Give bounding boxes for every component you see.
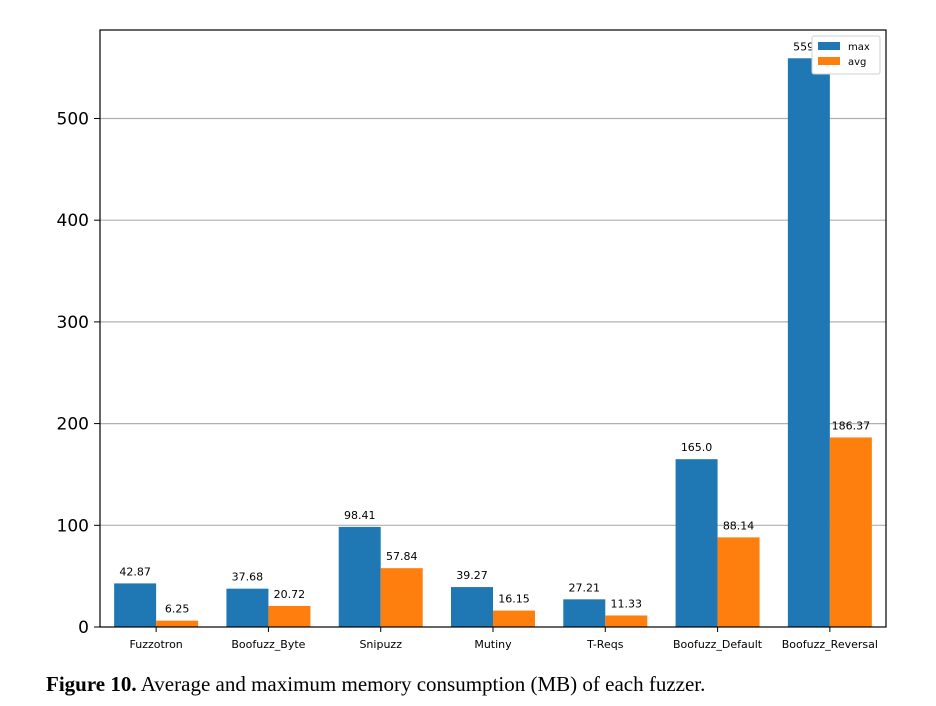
data-label-avg: 57.84 <box>386 550 418 563</box>
legend-label-avg: avg <box>848 57 866 68</box>
bar-max <box>226 588 269 627</box>
bar-max <box>675 459 718 627</box>
x-tick-label: Boofuzz_Reversal <box>782 638 878 651</box>
x-tick-label: T-Reqs <box>586 638 624 651</box>
y-tick-label: 200 <box>57 415 89 435</box>
y-tick-label: 400 <box>57 211 89 231</box>
y-tick-label: 0 <box>78 618 89 638</box>
legend-swatch-avg <box>818 57 840 65</box>
data-label-avg: 16.15 <box>498 593 530 606</box>
legend-box <box>811 35 881 75</box>
plot-frame <box>99 29 887 628</box>
x-tick-label: Boofuzz_Default <box>673 638 763 651</box>
figure-caption-text: Average and maximum memory consumption (… <box>140 672 706 696</box>
data-label-max: 39.27 <box>456 569 488 582</box>
bar-avg <box>156 620 199 627</box>
x-tick-label: Boofuzz_Byte <box>231 638 305 651</box>
figure-label: Figure 10. <box>46 672 137 696</box>
data-label-avg: 20.72 <box>274 588 306 601</box>
bar-max <box>338 526 381 627</box>
bar-avg <box>380 568 423 627</box>
figure-caption: Figure 10. Average and maximum memory co… <box>46 672 926 697</box>
data-label-max: 42.87 <box>119 565 151 578</box>
x-tick-label: Mutiny <box>474 638 512 651</box>
legend-label-max: max <box>848 42 870 53</box>
x-axis: Fuzzotron Boofuzz_Byte Snipuzz Mutiny T-Reqs… <box>130 627 878 651</box>
data-label-max: 165.0 <box>681 441 713 454</box>
bar-avg <box>605 615 648 627</box>
bar-max <box>451 587 493 627</box>
y-tick-label: 300 <box>57 313 89 333</box>
y-tick-label: 100 <box>57 516 89 536</box>
bar-max <box>563 599 606 627</box>
legend-swatch-max <box>818 42 840 50</box>
bar-max <box>787 58 830 627</box>
y-axis: 0 100 200 300 400 500 <box>57 109 100 638</box>
bars <box>114 58 872 627</box>
bar-chart: 42.87 6.25 37.68 20.72 98.41 57.84 39.27 16.15 2… <box>57 29 887 651</box>
data-label-avg: 6.25 <box>165 603 190 616</box>
x-tick-label: Fuzzotron <box>130 638 183 651</box>
y-tick-label: 500 <box>57 109 89 129</box>
bar-avg <box>268 605 311 627</box>
gridlines <box>100 117 886 526</box>
data-label-avg: 88.14 <box>723 519 755 532</box>
data-label-avg: 11.33 <box>611 597 643 610</box>
bar-avg <box>493 610 535 627</box>
data-label-max: 37.68 <box>232 571 264 584</box>
data-label-max: 98.41 <box>344 509 376 522</box>
bar-avg <box>829 437 872 627</box>
x-tick-label: Snipuzz <box>359 638 402 651</box>
legend: max avg <box>811 35 881 75</box>
data-label-avg: 186.37 <box>832 419 871 432</box>
bar-max <box>114 583 157 627</box>
data-labels: 42.87 6.25 37.68 20.72 98.41 57.84 39.27 16.15 2… <box>119 40 870 615</box>
bar-avg <box>717 537 760 627</box>
data-label-max: 27.21 <box>569 581 601 594</box>
